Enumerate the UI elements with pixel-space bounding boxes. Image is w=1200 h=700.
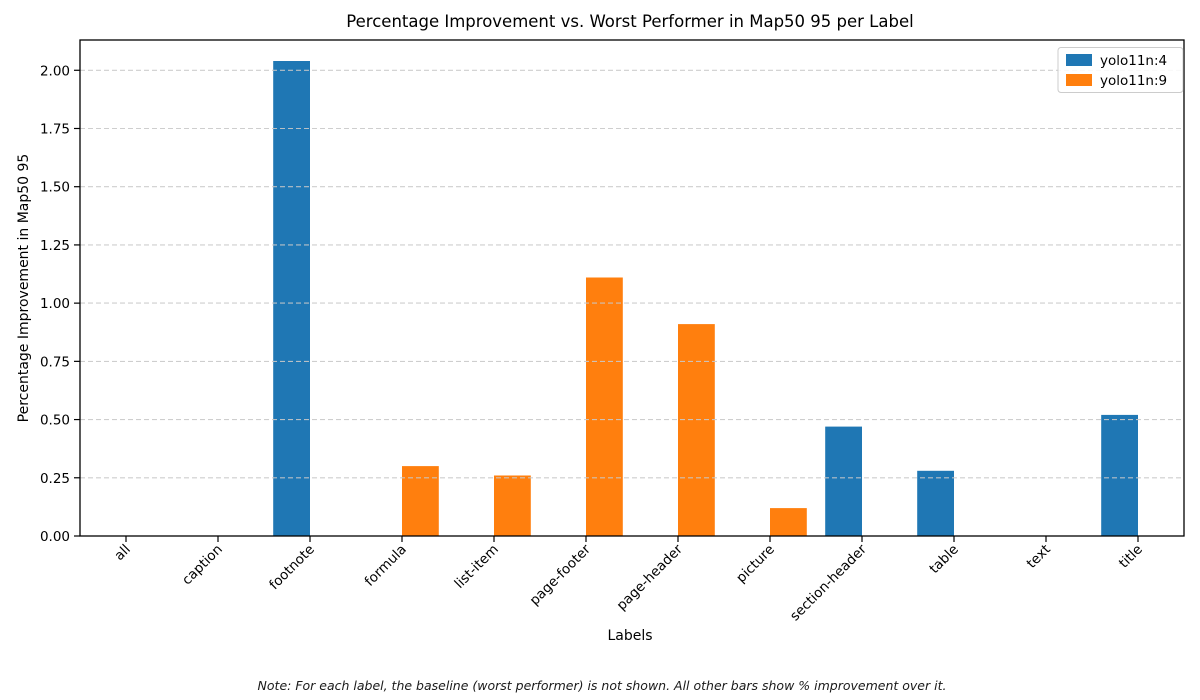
bar-yolo11n:9-page-footer (586, 277, 623, 536)
y-tick-label: 0.25 (40, 471, 70, 487)
bar-yolo11n:9-page-header (678, 324, 715, 536)
bar-yolo11n:9-picture (770, 508, 807, 536)
bar-series-yolo11n:9 (402, 277, 807, 536)
x-tick-label-page-footer: page-footer (527, 541, 594, 608)
x-tick-label-table: table (926, 542, 961, 577)
y-tick-label: 0.50 (40, 413, 70, 429)
bar-yolo11n:4-title (1101, 414, 1138, 536)
legend: yolo11n:4 yolo11n:9 (1057, 47, 1184, 93)
legend-swatch-yolo11n:4 (1066, 54, 1092, 66)
bar-yolo11n:9-list-item (494, 475, 531, 536)
x-tick-label-footnote: footnote (266, 542, 318, 594)
gridlines (80, 69, 1184, 479)
bar-yolo11n:4-table (917, 470, 954, 536)
x-axis-label: Labels (607, 628, 653, 644)
legend-label-yolo11n:9: yolo11n:9 (1100, 73, 1167, 89)
bar-yolo11n:9-formula (402, 466, 439, 536)
x-tick-label-caption: caption (179, 542, 226, 589)
legend-swatch-yolo11n:9 (1066, 74, 1092, 86)
x-tick-label-page-header: page-header (614, 541, 687, 614)
x-tick-label-picture: picture (733, 542, 778, 587)
y-tick-label: 1.75 (40, 121, 70, 137)
y-axis-ticks: 0.00 0.25 0.50 0.75 1.00 1.25 1.50 1.75 2.00 (40, 63, 80, 545)
x-tick-label-title: title (1116, 542, 1146, 572)
chart-title: Percentage Improvement vs. Worst Perform… (346, 12, 914, 31)
x-tick-label-all: all (111, 542, 133, 564)
y-tick-label: 1.25 (40, 238, 70, 254)
y-tick-label: 1.50 (40, 180, 70, 196)
y-tick-label: 2.00 (40, 63, 70, 79)
footnote-text: Note: For each label, the baseline (wors… (257, 678, 947, 693)
y-tick-label: 0.75 (40, 354, 70, 370)
y-tick-label: 1.00 (40, 296, 70, 312)
x-tick-label-section-header: section-header (787, 541, 870, 624)
y-tick-label: 0.00 (40, 529, 70, 545)
bar-series-yolo11n:4 (273, 61, 1138, 536)
x-tick-label-list-item: list-item (451, 542, 501, 592)
x-tick-label-formula: formula (362, 542, 410, 590)
legend-label-yolo11n:4: yolo11n:4 (1100, 53, 1167, 69)
plot-border (79, 39, 1185, 537)
bars (273, 61, 1138, 536)
x-tick-label-text: text (1024, 542, 1054, 572)
bar-yolo11n:4-section-header (825, 426, 862, 536)
x-axis-ticks: all caption footnote formula list-item page-f… (111, 536, 1146, 624)
y-axis-label: Percentage Improvement in Map50 95 (16, 153, 32, 423)
bar-yolo11n:4-footnote (273, 61, 310, 536)
